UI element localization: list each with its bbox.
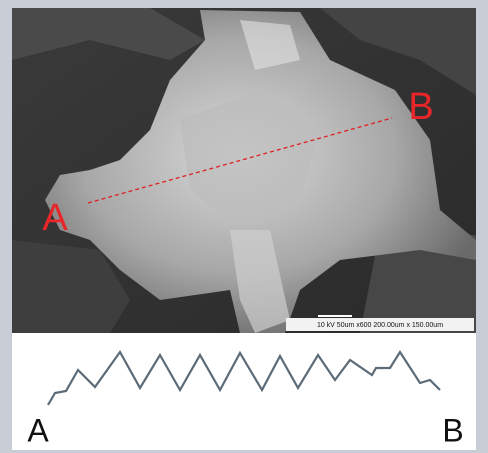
scale-bar-text: 10 kV 50um x600 200.00um x 150.00um (317, 322, 443, 329)
profile-panel (12, 333, 476, 450)
label-b: B (408, 86, 433, 128)
profile-label-b: B (442, 412, 463, 448)
profile: A B (12, 333, 476, 450)
figure: A B 10 kV 50um x600 200.00um x 150.00um … (0, 0, 488, 453)
micrograph: A B 10 kV 50um x600 200.00um x 150.00um (12, 8, 476, 333)
profile-label-a: A (27, 412, 49, 448)
label-a: A (42, 197, 68, 239)
